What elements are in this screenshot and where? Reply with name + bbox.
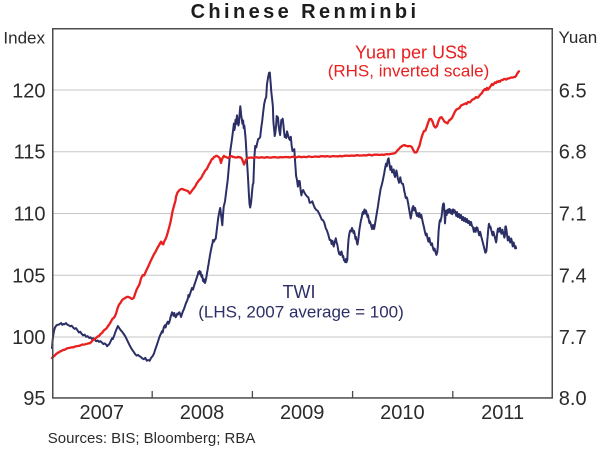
svg-text:2010: 2010 [380, 402, 425, 424]
svg-text:6.8: 6.8 [559, 142, 587, 164]
svg-text:Sources: BIS; Bloomberg; RBA: Sources: BIS; Bloomberg; RBA [48, 430, 256, 447]
svg-text:100: 100 [12, 327, 45, 349]
svg-text:7.7: 7.7 [559, 327, 587, 349]
svg-text:Index: Index [3, 29, 45, 48]
svg-text:105: 105 [12, 265, 45, 287]
svg-text:8.0: 8.0 [559, 388, 587, 410]
svg-text:TWI: TWI [283, 282, 316, 302]
svg-text:115: 115 [14, 142, 46, 164]
svg-text:7.4: 7.4 [559, 265, 587, 287]
svg-text:7.1: 7.1 [559, 204, 587, 226]
svg-text:6.5: 6.5 [559, 80, 587, 102]
svg-text:95: 95 [23, 388, 45, 410]
svg-text:2008: 2008 [180, 402, 225, 424]
svg-text:120: 120 [12, 80, 45, 102]
svg-text:Yuan per US$: Yuan per US$ [355, 43, 467, 63]
svg-text:2011: 2011 [481, 402, 524, 424]
svg-text:(RHS, inverted scale): (RHS, inverted scale) [328, 62, 490, 81]
svg-text:2009: 2009 [280, 402, 325, 424]
svg-text:110: 110 [14, 204, 46, 226]
svg-text:Chinese Renminbi: Chinese Renminbi [191, 1, 420, 23]
svg-text:Yuan: Yuan [559, 28, 598, 47]
svg-text:2007: 2007 [80, 402, 125, 424]
svg-text:(LHS, 2007 average = 100): (LHS, 2007 average = 100) [198, 303, 404, 322]
